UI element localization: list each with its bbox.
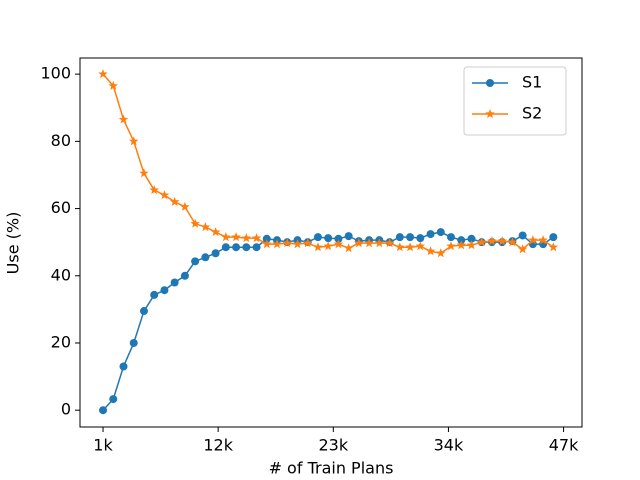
data-point [406,233,415,242]
data-point [354,238,364,248]
data-point [221,243,230,252]
y-tick-label: 0 [61,400,71,419]
data-point [425,246,436,256]
data-point [252,243,261,252]
x-tick-label: 1k [93,436,113,455]
data-point [487,236,497,246]
data-point [232,243,241,252]
legend-marker [486,79,494,87]
data-point [128,136,139,146]
data-point [231,232,241,242]
data-point [169,196,180,206]
data-point [119,362,128,371]
data-point [324,234,333,243]
data-point [344,232,353,241]
data-point [129,338,138,347]
data-point [507,237,518,247]
data-point [395,242,405,252]
data-point [384,238,395,248]
y-tick-label: 40 [51,265,71,284]
data-point [549,233,558,242]
data-point [548,242,559,252]
data-point [262,239,272,249]
data-point [191,257,200,266]
x-tick-label: 47k [549,436,579,455]
data-point [528,235,538,245]
data-point [272,239,282,249]
data-point [159,190,170,200]
x-axis-label: # of Train Plans [269,459,394,478]
data-point [416,234,425,243]
data-point [467,234,476,243]
data-point [180,271,189,280]
data-point [415,241,426,251]
legend-marker [485,109,495,119]
data-point [241,233,252,243]
data-point [201,253,210,262]
data-point [313,242,323,252]
data-point [160,286,169,295]
y-tick-label: 80 [51,131,71,150]
data-point [476,237,487,247]
data-point [405,242,415,252]
data-point [436,228,445,237]
data-point [292,239,303,249]
data-point [426,230,435,239]
data-point [518,231,527,240]
plot-frame [79,57,583,428]
data-point [210,227,221,237]
legend-label: S1 [522,73,542,92]
y-tick-label: 20 [51,332,71,351]
data-point [343,243,354,253]
data-point [109,395,118,404]
data-point [150,290,159,299]
data-point [395,233,404,242]
data-point [446,233,455,242]
data-point [190,218,200,228]
y-axis-label: Use (%) [4,212,23,275]
data-point [118,114,129,124]
data-point [251,233,262,243]
x-tick-label: 12k [203,436,233,455]
data-point [99,406,108,415]
data-point [497,236,507,246]
data-point [323,241,333,251]
data-point [170,278,179,287]
data-point [374,238,385,248]
data-point [457,236,466,245]
data-point [436,248,446,258]
data-point [200,222,211,232]
data-point [139,168,149,178]
data-point [466,240,477,250]
legend-box [463,66,567,136]
data-point [517,244,528,254]
y-tick-label: 60 [51,198,71,217]
data-point [456,240,466,250]
data-point [180,201,190,211]
legend-label: S2 [522,104,542,123]
data-point [538,235,548,245]
data-point [302,238,313,248]
data-point [149,185,159,195]
data-point [139,307,148,316]
data-point [108,80,119,90]
data-point [242,243,251,252]
data-point [446,241,456,251]
data-point [364,238,374,248]
y-tick-label: 100 [40,64,71,83]
data-point [282,238,292,248]
data-point [262,234,271,243]
series-line [102,231,554,411]
data-point [221,232,231,242]
data-point [333,239,344,249]
data-point [334,234,343,243]
data-point [98,69,108,79]
x-tick-label: 34k [434,436,464,455]
data-point [313,233,322,242]
data-point [211,249,220,258]
x-tick-label: 23k [318,436,348,455]
